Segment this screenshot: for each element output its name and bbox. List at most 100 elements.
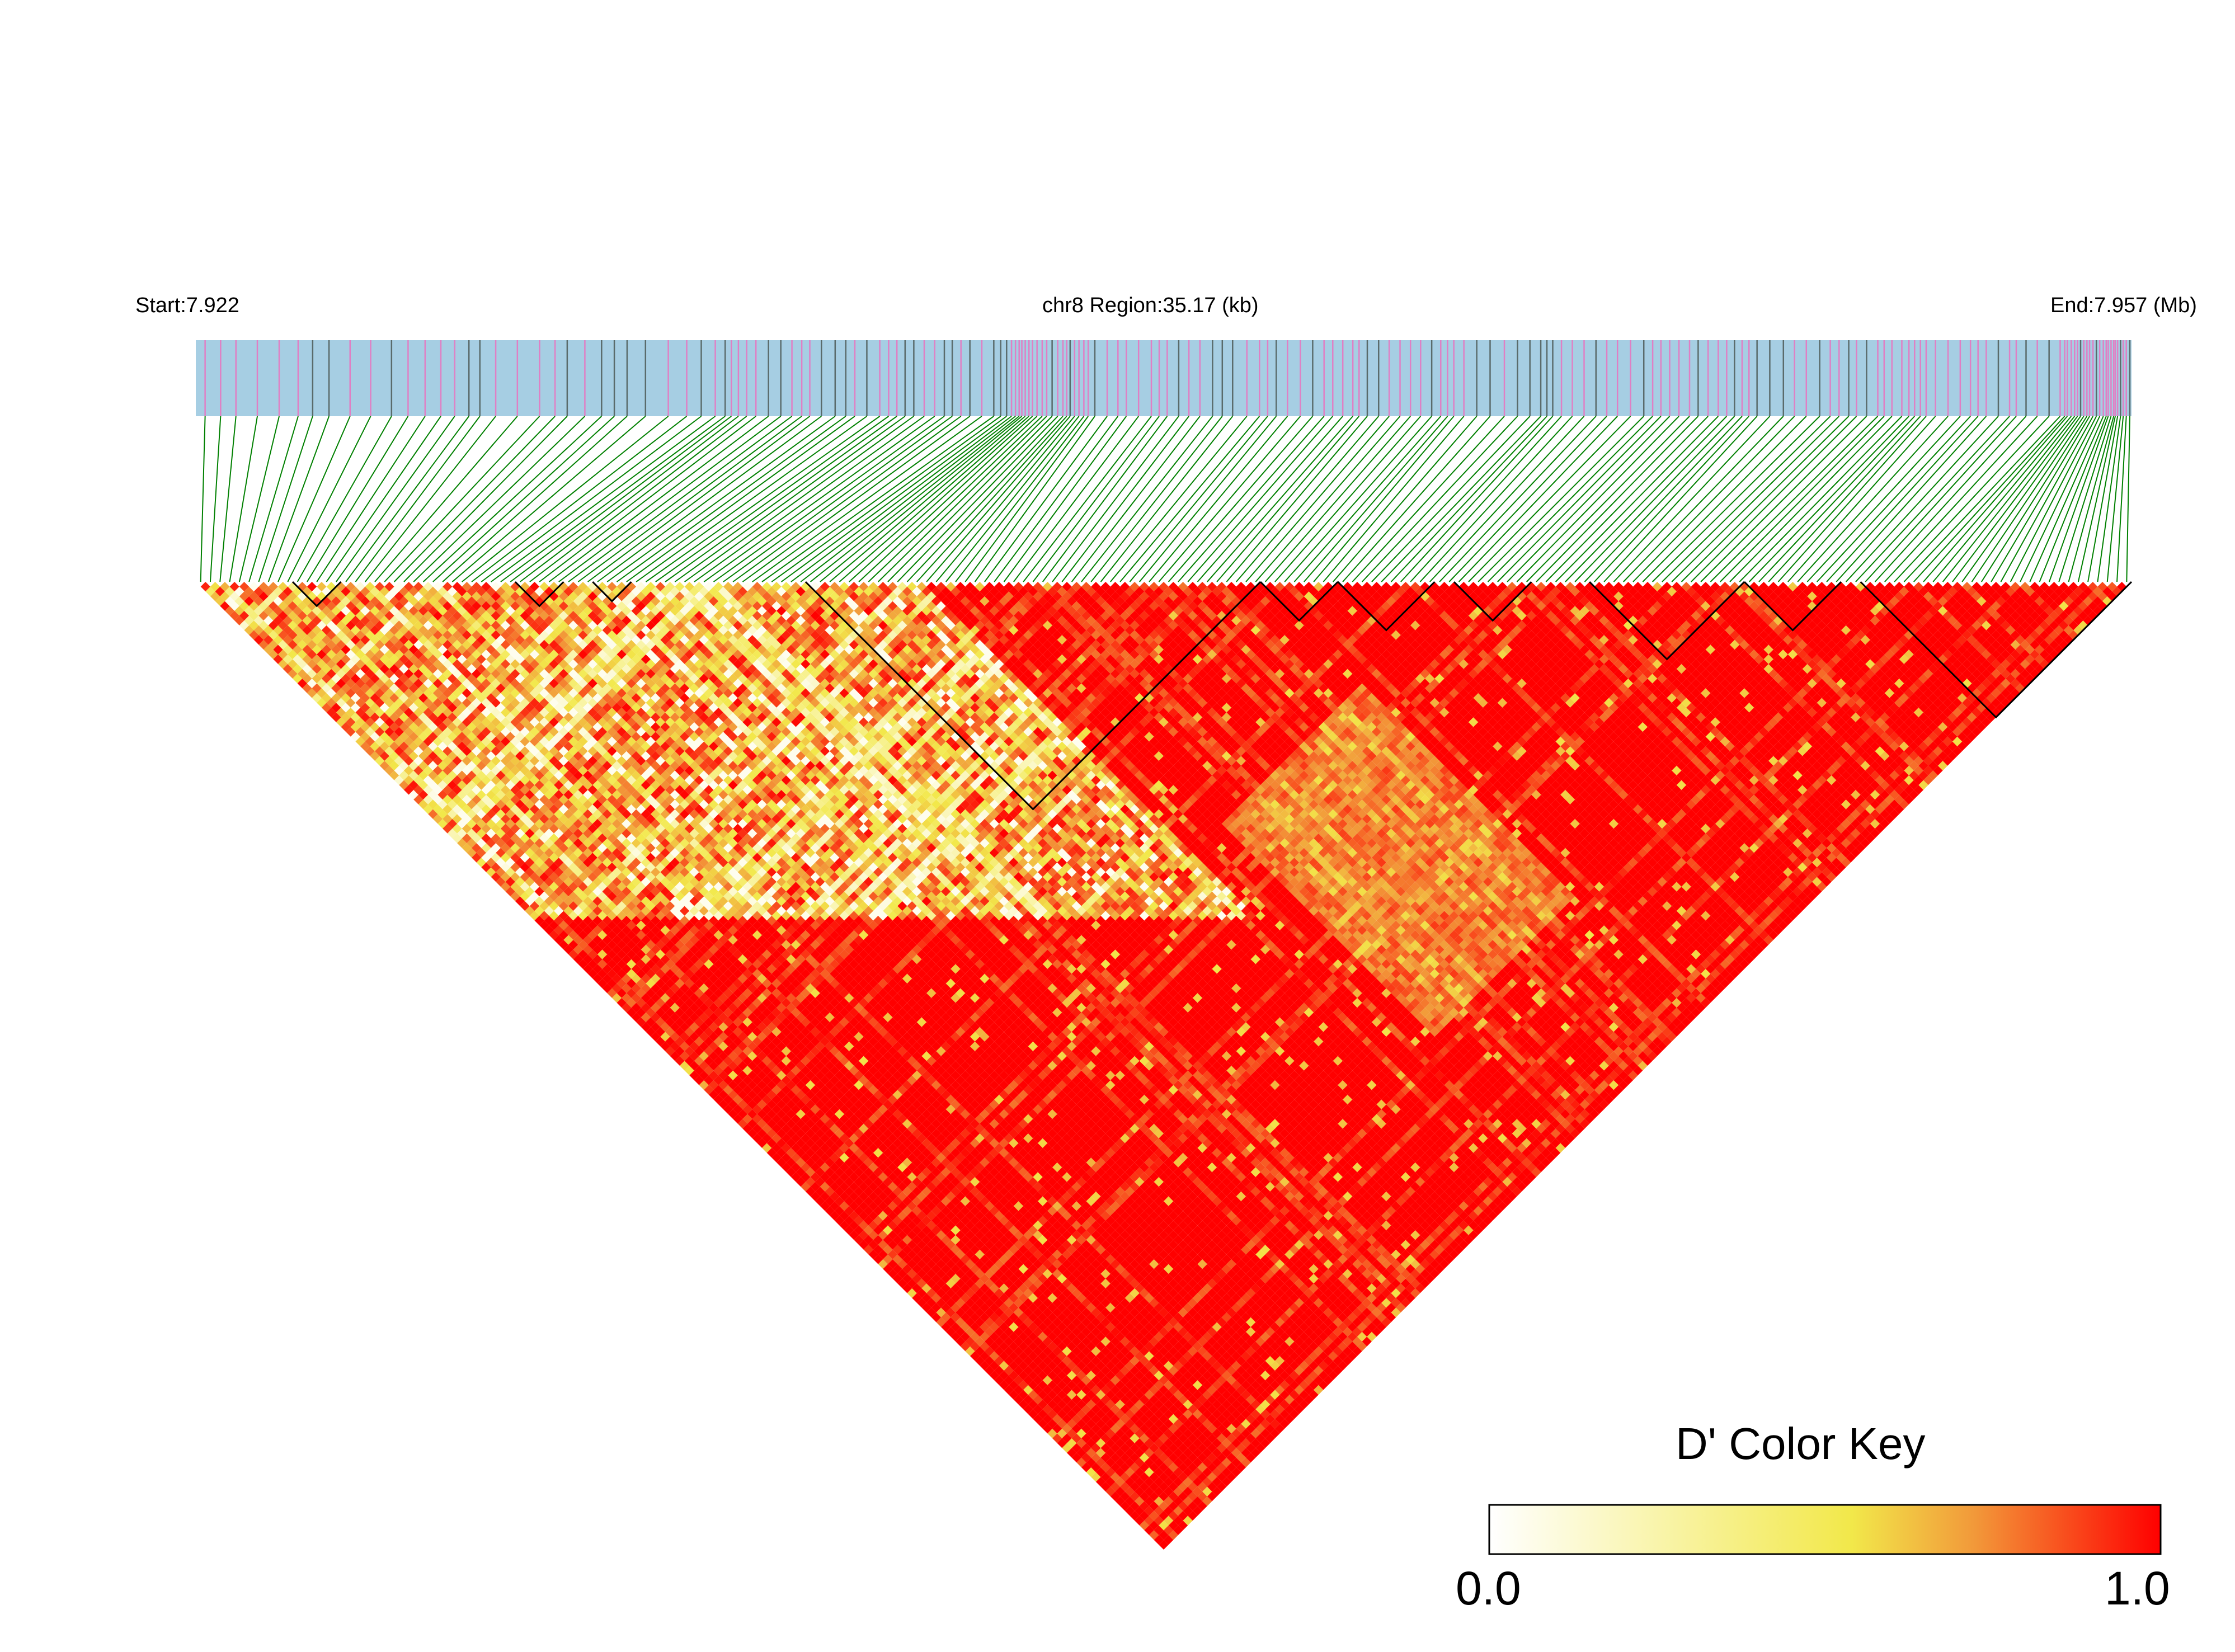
ld-cell xyxy=(1033,1356,1043,1366)
snp-connector xyxy=(529,416,747,582)
ld-cell xyxy=(892,1196,902,1206)
ld-cell xyxy=(636,1008,646,1018)
ld-cell xyxy=(297,582,307,592)
ld-cell xyxy=(341,654,351,665)
ld-cell xyxy=(728,1022,738,1032)
ld-cell xyxy=(863,1167,873,1177)
ld-cell xyxy=(737,1119,748,1129)
ld-cell xyxy=(956,1317,966,1328)
ld-cell xyxy=(273,625,283,636)
ld-cell xyxy=(631,993,641,1003)
ld-cell xyxy=(801,1162,811,1173)
ld-cell xyxy=(1009,1370,1019,1381)
ld-cell xyxy=(1081,1404,1091,1414)
snp-connector xyxy=(674,416,906,582)
ld-cell xyxy=(989,1283,999,1293)
snp-connector xyxy=(684,416,914,582)
ld-cell xyxy=(321,693,332,703)
ld-cell xyxy=(680,1003,690,1013)
ld-cell xyxy=(317,659,327,669)
ld-cell xyxy=(936,1230,946,1240)
ld-cell xyxy=(863,1225,873,1235)
ld-cell xyxy=(1105,1399,1116,1410)
ld-cell xyxy=(1173,1457,1183,1467)
ld-cell xyxy=(476,789,486,800)
snp-connector xyxy=(955,416,1085,582)
ld-cell xyxy=(326,679,336,689)
ld-cell xyxy=(428,770,438,780)
ld-cell xyxy=(1009,1331,1019,1342)
ld-cell xyxy=(863,1148,873,1158)
ld-cell xyxy=(622,935,632,945)
ld-cell xyxy=(956,1336,966,1347)
ld-cell xyxy=(229,610,239,621)
ld-cell xyxy=(737,1080,748,1090)
ld-cell xyxy=(331,693,341,703)
ld-cell xyxy=(592,954,603,964)
snp-connector xyxy=(1671,416,1839,582)
ld-cell xyxy=(883,1196,893,1206)
ld-cell xyxy=(936,1288,946,1298)
ld-cell xyxy=(660,1041,670,1052)
ld-cell xyxy=(293,606,303,616)
ld-cell xyxy=(563,848,573,858)
ld-cell xyxy=(815,1090,825,1100)
ld-cell xyxy=(815,1187,825,1197)
ld-cell xyxy=(350,625,361,636)
ld-cell xyxy=(293,586,303,596)
ld-cell xyxy=(680,993,690,1003)
ld-cell xyxy=(1013,1346,1024,1356)
ld-cell xyxy=(476,751,486,761)
snp-connector xyxy=(471,416,688,582)
ld-cell xyxy=(534,818,544,829)
ld-cell xyxy=(1028,1361,1038,1371)
ld-cell xyxy=(587,920,597,930)
ld-cell xyxy=(622,993,632,1003)
ld-cell xyxy=(916,1269,927,1279)
ld-cell xyxy=(708,1012,719,1023)
snp-connector xyxy=(1971,416,2085,582)
ld-cell xyxy=(897,1230,907,1240)
ld-cell xyxy=(665,959,675,969)
ld-cell xyxy=(825,1187,835,1197)
snp-connector xyxy=(1448,416,1607,582)
ld-cell xyxy=(1124,1448,1135,1458)
snp-connector xyxy=(1777,416,1927,582)
ld-cell xyxy=(510,882,520,892)
ld-cell xyxy=(1057,1399,1067,1410)
ld-cell xyxy=(883,1245,893,1255)
ld-cell xyxy=(960,1264,970,1274)
ld-cell xyxy=(868,1201,878,1211)
ld-cell xyxy=(641,993,651,1003)
ld-cell xyxy=(945,1288,956,1298)
ld-cell xyxy=(989,1342,999,1352)
ld-cell xyxy=(897,1240,907,1250)
ld-cell xyxy=(611,886,622,897)
ld-cell xyxy=(365,679,375,689)
ld-cell xyxy=(1135,1448,1145,1458)
ld-cell xyxy=(258,610,269,621)
ld-cell xyxy=(1038,1409,1048,1419)
ld-cell xyxy=(936,1269,946,1279)
ld-cell xyxy=(587,940,597,950)
ld-cell xyxy=(680,1051,690,1061)
ld-cell xyxy=(704,1008,714,1018)
ld-cell xyxy=(830,1104,840,1114)
ld-cell xyxy=(1004,1288,1014,1298)
snp-connector xyxy=(587,416,811,582)
ld-cell xyxy=(777,1148,787,1158)
ld-cell xyxy=(457,741,467,751)
ld-cell xyxy=(534,896,544,906)
ld-cell xyxy=(752,1114,763,1124)
ld-cell xyxy=(617,959,627,969)
ld-cell xyxy=(849,1182,859,1192)
ld-cell xyxy=(970,1254,980,1264)
ld-cell xyxy=(520,882,530,892)
ld-cell xyxy=(317,639,327,650)
snp-connector xyxy=(1235,416,1380,582)
ld-cell xyxy=(496,858,506,868)
ld-cell xyxy=(573,906,583,916)
region-label: chr8 Region:35.17 (kb) xyxy=(1042,294,1259,317)
ld-cell xyxy=(293,664,303,674)
ld-cell xyxy=(1110,1462,1121,1472)
